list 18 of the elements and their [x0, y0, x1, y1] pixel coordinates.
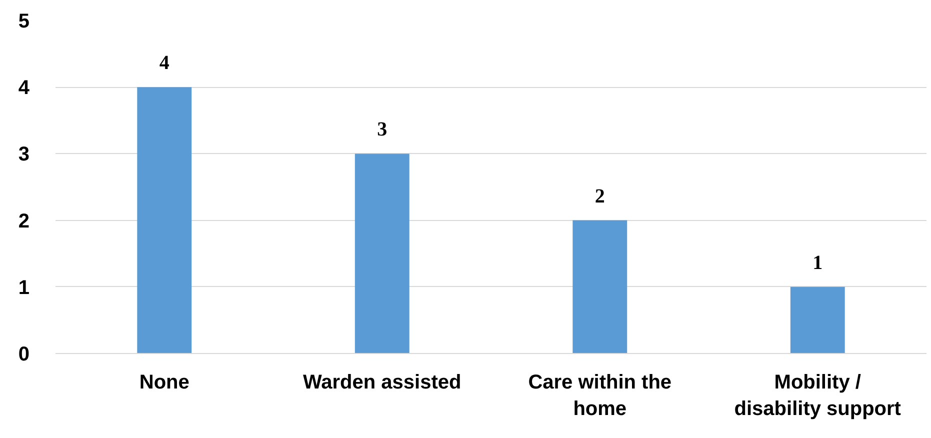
bar	[572, 220, 628, 354]
bar	[137, 87, 192, 354]
y-tick-label: 1	[18, 276, 30, 299]
y-tick-label: 0	[18, 344, 30, 366]
x-tick-label: None	[139, 372, 190, 394]
data-label: 4	[159, 52, 170, 74]
bar	[354, 154, 410, 354]
y-tick-label: 2	[18, 210, 30, 232]
y-tick-label: 3	[18, 144, 30, 166]
x-tick-label: Warden assisted	[303, 372, 462, 394]
bar	[790, 286, 845, 354]
x-tick-label: Care within the home	[528, 372, 672, 420]
data-label: 3	[377, 118, 388, 141]
x-tick-label: Mobility / disability support	[734, 372, 902, 420]
y-tick-label: 5	[18, 10, 30, 32]
y-tick-label: 4	[18, 77, 30, 100]
data-label: 1	[812, 252, 823, 274]
data-label: 2	[594, 185, 605, 208]
